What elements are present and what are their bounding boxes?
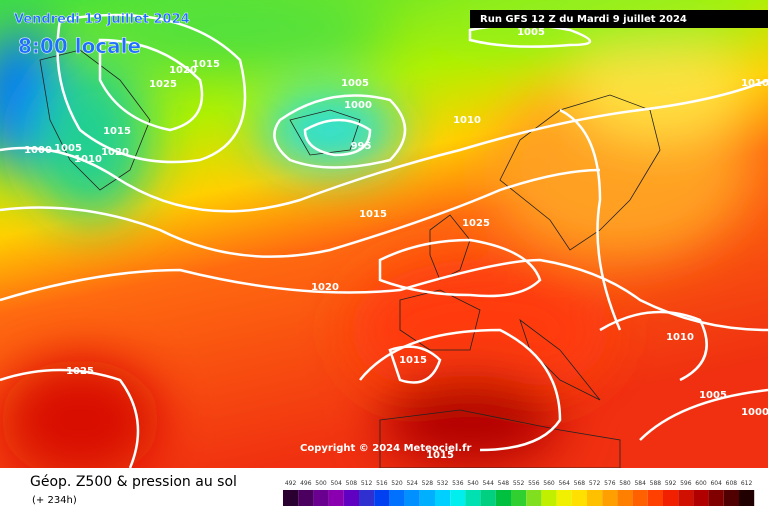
legend-swatch: [663, 490, 679, 506]
legend-swatch: [678, 490, 694, 506]
legend-swatch: [541, 490, 557, 506]
color-legend: 492 496 500 504 508 512 516 520 524 528 532 536 540 5…: [283, 480, 755, 506]
isobar-label: 1015: [426, 450, 454, 461]
legend-swatch: [647, 490, 663, 506]
legend-swatch: [617, 490, 633, 506]
legend-swatch: [739, 490, 755, 506]
legend-swatch: [708, 490, 724, 506]
legend-swatch: [298, 490, 314, 506]
legend-swatch: [389, 490, 405, 506]
legend-swatch: [571, 490, 587, 506]
legend-swatch: [602, 490, 618, 506]
legend-swatch: [526, 490, 542, 506]
isobar-label: 1010: [666, 332, 694, 343]
legend-label: 600: [695, 480, 707, 487]
isobar-label: 1015: [103, 126, 131, 137]
legend-swatch: [359, 490, 375, 506]
legend-swatch: [374, 490, 390, 506]
footer-lead: (+ 234h): [32, 495, 77, 506]
isobar-label: 1020: [169, 65, 197, 76]
isobar-label: 1015: [359, 209, 387, 220]
isobar-label: 1010: [741, 78, 768, 89]
legend-swatch: [587, 490, 603, 506]
legend-label: 548: [498, 480, 510, 487]
legend-label: 540: [467, 480, 479, 487]
field: [0, 0, 768, 480]
legend-swatch: [343, 490, 359, 506]
run-box: [470, 10, 768, 28]
legend-swatch: [556, 490, 572, 506]
legend-label: 576: [604, 480, 616, 487]
isobar-label: 995: [351, 141, 372, 152]
legend-label: 524: [406, 480, 418, 487]
legend-swatch: [419, 490, 435, 506]
isobar-label: 1025: [462, 218, 490, 229]
isobar-label: 1000: [24, 145, 52, 156]
legend-label: 580: [619, 480, 631, 487]
legend-label: 556: [528, 480, 540, 487]
legend-label: 492: [285, 480, 297, 487]
legend-label: 516: [376, 480, 388, 487]
isobar-label: 1005: [699, 390, 727, 401]
isobar-label: 1025: [66, 366, 94, 377]
isobar-label: 1005: [54, 143, 82, 154]
legend-swatch: [723, 490, 739, 506]
legend-label: 588: [650, 480, 662, 487]
legend-label: 508: [346, 480, 358, 487]
date: Vendredi 19 juillet 2024: [14, 12, 190, 27]
time: 8:00 locale: [18, 34, 141, 58]
isobar-label: 1025: [149, 79, 177, 90]
legend-label: 596: [680, 480, 692, 487]
legend-swatch: [465, 490, 481, 506]
isobar-label: 1005: [517, 27, 545, 38]
footer-title: Géop. Z500 & pression au sol: [30, 474, 237, 490]
isobar-label: 1020: [311, 282, 339, 293]
legend-label: 528: [422, 480, 434, 487]
legend-label: 536: [452, 480, 464, 487]
legend-label: 496: [300, 480, 312, 487]
isobar-label: 1000: [741, 407, 768, 418]
legend-swatch: [450, 490, 466, 506]
legend-label: 520: [391, 480, 403, 487]
legend-swatch: [480, 490, 496, 506]
legend-label: 532: [437, 480, 449, 487]
isobar-label: 1000: [344, 100, 372, 111]
legend-label: 512: [361, 480, 373, 487]
legend-label: 564: [558, 480, 570, 487]
legend-label: 608: [726, 480, 738, 487]
isobar-label: 1015: [192, 59, 220, 70]
isobar-label: 1020: [101, 147, 129, 158]
legend-swatch: [511, 490, 527, 506]
run-title: Run GFS 12 Z du Mardi 9 juillet 2024: [480, 14, 687, 25]
legend-label: 572: [589, 480, 601, 487]
isobar-label: 1015: [399, 355, 427, 366]
isobar-label: 1005: [341, 78, 369, 89]
copyright: Copyright © 2024 Meteociel.fr: [300, 443, 471, 454]
legend-swatch: [313, 490, 329, 506]
legend-swatch: [693, 490, 709, 506]
legend-swatch: [283, 490, 299, 506]
legend-label: 560: [543, 480, 555, 487]
legend-swatch: [328, 490, 344, 506]
isobar-label: 1010: [74, 154, 102, 165]
legend-label: 612: [741, 480, 753, 487]
legend-label: 500: [315, 480, 327, 487]
legend-swatch: [632, 490, 648, 506]
legend-swatch: [495, 490, 511, 506]
legend-label: 504: [330, 480, 342, 487]
legend-label: 544: [482, 480, 494, 487]
legend-label: 568: [574, 480, 586, 487]
legend-label: 604: [710, 480, 722, 487]
isobar-label: 1010: [453, 115, 481, 126]
legend-swatch: [404, 490, 420, 506]
legend-label: 552: [513, 480, 525, 487]
legend-label: 584: [634, 480, 646, 487]
legend-swatch: [435, 490, 451, 506]
legend-label: 592: [665, 480, 677, 487]
